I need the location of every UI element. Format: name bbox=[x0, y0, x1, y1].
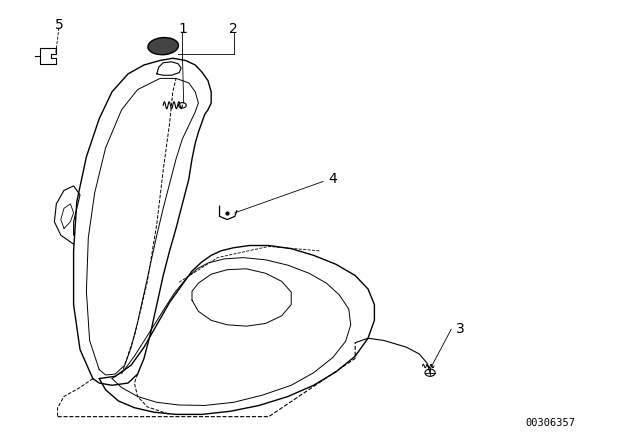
Text: 5: 5 bbox=[54, 17, 63, 32]
Text: 3: 3 bbox=[456, 322, 465, 336]
Text: 1: 1 bbox=[178, 22, 187, 36]
Text: 4: 4 bbox=[328, 172, 337, 186]
Text: 00306357: 00306357 bbox=[525, 418, 575, 428]
Ellipse shape bbox=[148, 38, 179, 55]
Text: 2: 2 bbox=[229, 22, 238, 36]
